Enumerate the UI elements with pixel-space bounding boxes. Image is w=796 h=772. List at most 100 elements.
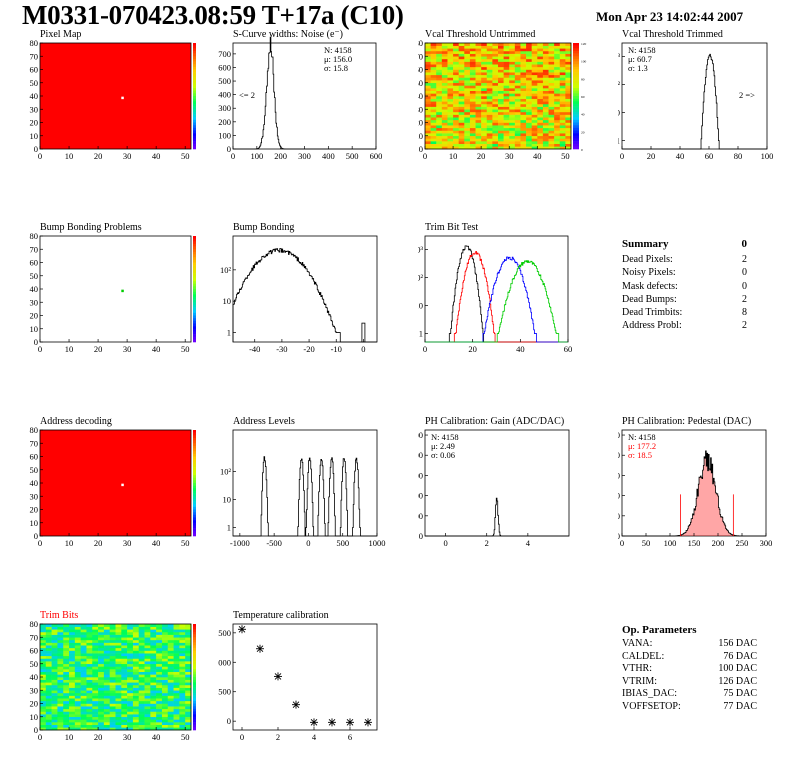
heatmap-cell bbox=[436, 103, 443, 107]
heatmap-cell bbox=[436, 69, 443, 73]
heatmap-cell bbox=[138, 658, 145, 662]
x-tick-label: 20 bbox=[647, 151, 656, 161]
heatmap-cell bbox=[492, 82, 499, 86]
heatmap-cell bbox=[103, 711, 110, 715]
heatmap-cell bbox=[559, 133, 566, 137]
heatmap-cell bbox=[80, 706, 87, 710]
heatmap-cell bbox=[425, 122, 431, 126]
heatmap-cell bbox=[554, 143, 561, 147]
heatmap-cell bbox=[554, 61, 561, 65]
heatmap-cell bbox=[150, 698, 157, 702]
heatmap-cell bbox=[469, 56, 476, 60]
heatmap-cell bbox=[447, 43, 454, 46]
heatmap-cell bbox=[138, 624, 145, 627]
heatmap-cell bbox=[51, 642, 58, 646]
heatmap-cell bbox=[121, 690, 128, 694]
overflow-annotation: 2 => bbox=[739, 90, 755, 100]
heatmap-cell bbox=[57, 639, 64, 643]
heatmap-cell bbox=[156, 703, 163, 707]
heatmap-cell bbox=[565, 96, 572, 99]
heatmap-cell bbox=[492, 77, 499, 81]
heatmap-cell bbox=[542, 127, 549, 131]
heatmap-cell bbox=[167, 724, 174, 728]
heatmap-cell bbox=[559, 122, 566, 126]
heatmap-cell bbox=[531, 146, 538, 150]
heatmap-cell bbox=[492, 103, 499, 107]
heatmap-cell bbox=[185, 677, 192, 680]
heatmap-cell bbox=[531, 130, 538, 134]
heatmap-cell bbox=[447, 138, 454, 142]
heatmap-cell bbox=[127, 724, 134, 728]
heatmap-cell bbox=[425, 114, 431, 118]
heatmap-cell bbox=[185, 687, 192, 691]
heatmap-cell bbox=[554, 77, 561, 81]
heatmap-cell bbox=[447, 141, 454, 144]
heatmap-cell bbox=[138, 661, 145, 665]
heatmap-cell bbox=[565, 74, 572, 78]
heatmap-cell bbox=[503, 85, 510, 89]
heatmap-cell bbox=[173, 719, 180, 723]
heatmap-cell bbox=[503, 58, 510, 62]
heatmap-cell bbox=[132, 722, 140, 725]
heatmap-cell bbox=[492, 106, 499, 110]
heatmap-cell bbox=[103, 653, 110, 657]
heatmap-cell bbox=[40, 711, 47, 715]
colorbar-segment bbox=[193, 281, 196, 284]
heatmap-cell bbox=[103, 684, 110, 688]
y-tick-label: 30 bbox=[30, 297, 39, 307]
heatmap-cell bbox=[503, 106, 510, 110]
heatmap-cell bbox=[156, 666, 163, 670]
heatmap-cell bbox=[74, 687, 81, 691]
heatmap-cell bbox=[185, 666, 192, 670]
heatmap-cell bbox=[486, 111, 493, 115]
heatmap-cell bbox=[98, 661, 105, 665]
heatmap-cell bbox=[425, 45, 431, 49]
heatmap-cell bbox=[458, 146, 465, 150]
heatmap-cell bbox=[425, 138, 431, 142]
heatmap-cell bbox=[492, 80, 499, 84]
plot-frame bbox=[424, 429, 570, 537]
summary-count: 0 bbox=[742, 280, 747, 292]
heatmap-cell bbox=[475, 141, 482, 144]
heatmap-cell bbox=[57, 642, 64, 646]
heatmap-cell bbox=[51, 674, 58, 678]
heatmap-cell bbox=[492, 114, 499, 118]
heatmap-cell bbox=[509, 101, 516, 105]
heatmap-cell bbox=[74, 661, 81, 665]
heatmap-cell bbox=[514, 69, 521, 73]
heatmap-cell bbox=[565, 122, 572, 126]
colorbar-segment bbox=[193, 310, 196, 314]
heatmap-cell bbox=[115, 669, 122, 672]
heatmap-cell bbox=[80, 666, 87, 670]
heatmap-cell bbox=[51, 708, 58, 712]
heatmap-cell bbox=[537, 146, 544, 150]
heatmap-cell bbox=[531, 119, 538, 123]
heatmap-cell bbox=[98, 714, 105, 718]
heatmap-cell bbox=[548, 48, 555, 52]
heatmap-cell bbox=[453, 45, 459, 49]
heatmap-cell bbox=[80, 631, 87, 635]
address-levels-title: Address Levels bbox=[233, 416, 295, 427]
heatmap-cells bbox=[425, 43, 572, 150]
heatmap-cell bbox=[559, 80, 566, 84]
heatmap-cell bbox=[425, 109, 431, 113]
x-tick-label: 20 bbox=[94, 344, 103, 354]
heatmap-cell bbox=[57, 655, 64, 659]
heatmap-cell bbox=[150, 639, 157, 643]
histogram-line bbox=[425, 260, 568, 343]
x-tick-label: 20 bbox=[94, 732, 103, 742]
heatmap-cell bbox=[161, 706, 169, 710]
heatmap-cell bbox=[132, 669, 140, 672]
x-tick-label: 6 bbox=[348, 732, 352, 742]
heatmap-cell bbox=[132, 690, 140, 694]
x-tick-label: 4 bbox=[312, 732, 317, 742]
heatmap-cell bbox=[559, 77, 566, 81]
heatmap-cell bbox=[80, 650, 87, 654]
heatmap-cell bbox=[520, 85, 527, 89]
heatmap-cell bbox=[51, 711, 58, 715]
heatmap-cell bbox=[115, 722, 122, 725]
colorbar-segment bbox=[193, 451, 196, 455]
heatmap-cell bbox=[559, 114, 566, 118]
heatmap-cell bbox=[45, 637, 52, 641]
